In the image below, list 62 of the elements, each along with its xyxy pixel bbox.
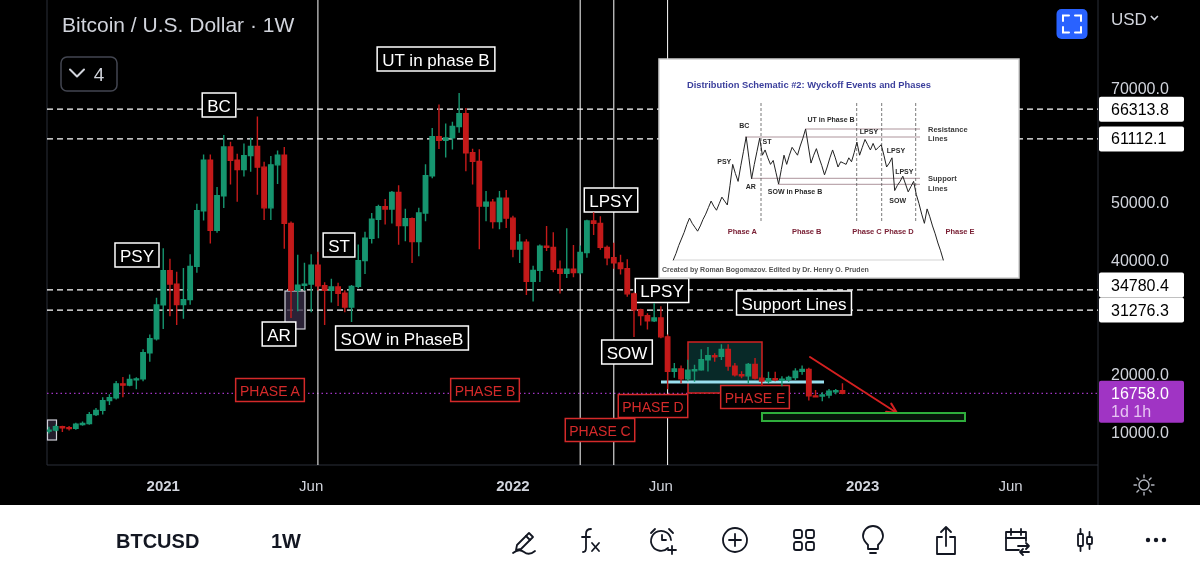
annotation: PHASE B — [454, 383, 516, 399]
candlestick — [489, 199, 496, 229]
ref-line-label: 66313.8 — [1111, 100, 1169, 118]
annotation: SOW in PhaseB — [340, 329, 464, 349]
x-tick-label: 2021 — [146, 476, 180, 494]
annotation: LPSY — [640, 282, 684, 301]
candlestick — [745, 363, 752, 384]
candlestick — [382, 199, 389, 225]
annotation: PHASE A — [240, 383, 301, 399]
candlestick — [671, 363, 678, 378]
candlestick — [402, 208, 409, 242]
x-tick-label: 2023 — [845, 476, 880, 494]
candlestick — [839, 383, 846, 395]
annotation: 4 — [93, 63, 105, 85]
annotation: AR — [267, 325, 291, 345]
candlestick — [765, 371, 772, 384]
text: Bitcoin / U.S. Dollar · 1W — [62, 12, 295, 36]
candlestick — [523, 239, 530, 296]
chart-title: Distribution Schematic #2: Wyckoff Events and Phases — [687, 78, 936, 90]
annotation: SOW — [606, 343, 648, 363]
annotation: BC — [207, 96, 231, 116]
ref-line-label: 31276.3 — [1111, 301, 1169, 319]
candlestick — [436, 104, 442, 149]
candlestick — [570, 244, 577, 278]
y-tick-label: 70000.0 — [1111, 79, 1169, 97]
candlestick — [718, 344, 725, 360]
annotation: PHASE C — [569, 423, 631, 439]
annotation: LPSY — [589, 191, 633, 211]
candlestick — [207, 154, 214, 244]
annotation: UT in phase B — [382, 50, 490, 70]
annotation: Support Lines — [741, 294, 847, 314]
y-tick-label: 10000.0 — [1111, 423, 1169, 441]
x-tick-label: Jun — [648, 476, 673, 494]
text: BTCUSD — [116, 530, 200, 552]
ref-line-label: 34780.4 — [1111, 276, 1169, 294]
annotation: PHASE D — [622, 399, 684, 415]
annotation: PHASE E — [724, 390, 786, 406]
annotation: ST — [328, 236, 350, 256]
candlestick — [388, 191, 395, 224]
y-tick-label: 50000.0 — [1111, 194, 1169, 212]
ref-line-label: 16758.0 1d 1h — [1111, 384, 1169, 420]
x-tick-label: 2022 — [496, 476, 530, 494]
candlestick — [678, 365, 684, 384]
x-tick-label: Jun — [299, 476, 324, 494]
candlestick — [711, 353, 718, 362]
annotation: PSY — [119, 246, 155, 266]
y-tick-label: 40000.0 — [1111, 251, 1169, 269]
candlestick — [563, 228, 570, 278]
y-tick-label: 20000.0 — [1111, 366, 1169, 384]
candlestick — [119, 376, 126, 398]
candlestick — [483, 191, 489, 222]
candlestick — [516, 234, 523, 264]
ref-line-label: 61112.1 — [1111, 130, 1167, 148]
text: 1W — [271, 530, 302, 552]
candlestick — [772, 371, 779, 382]
candlestick — [651, 302, 658, 323]
candlestick — [328, 278, 335, 303]
candlestick — [395, 185, 402, 245]
candlestick — [496, 191, 503, 230]
candlestick — [409, 217, 415, 264]
y-axis-title: USD — [1111, 9, 1147, 29]
x-tick-label: Jun — [998, 476, 1023, 494]
